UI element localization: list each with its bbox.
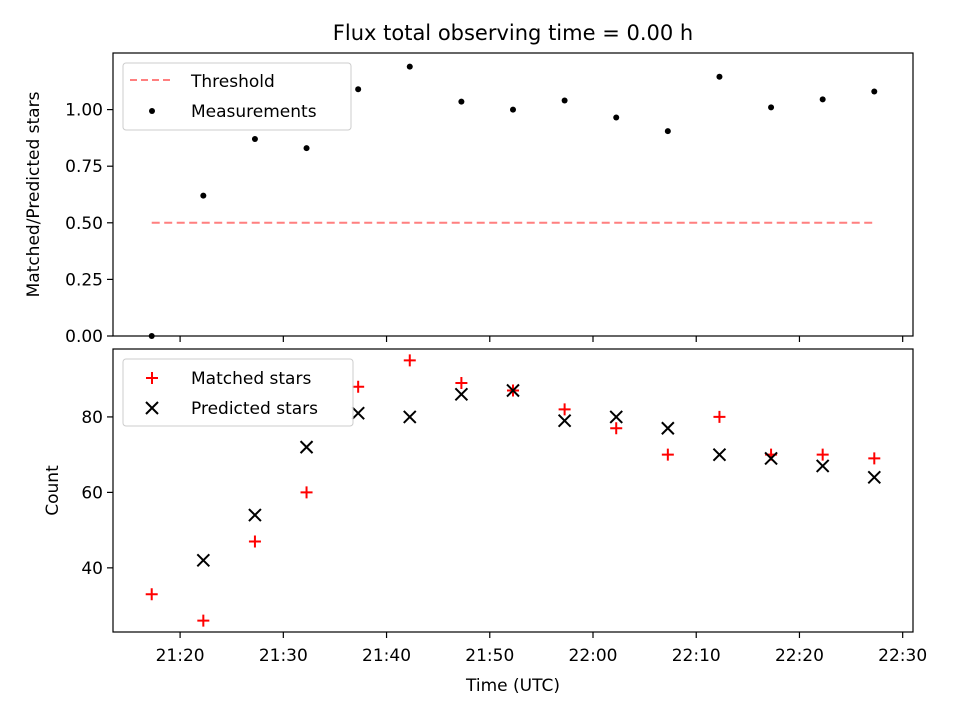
predicted-star-point bbox=[557, 413, 572, 428]
legend-measurements-label: Measurements bbox=[191, 102, 317, 122]
bottom-axes-frame bbox=[112, 348, 914, 633]
top-plot-area bbox=[148, 63, 878, 339]
measurement-point bbox=[768, 104, 775, 111]
bottom-y-tick-label: 80 bbox=[81, 408, 103, 428]
x-tick-label: 22:10 bbox=[672, 646, 721, 666]
x-tick-label: 21:20 bbox=[156, 646, 205, 666]
x-tick-label: 21:40 bbox=[362, 646, 411, 666]
bottom-plot-area bbox=[145, 354, 881, 627]
predicted-star-point bbox=[196, 553, 211, 568]
legend-measurements-swatch bbox=[149, 108, 155, 114]
matched-star-point bbox=[403, 354, 416, 367]
matched-star-point bbox=[455, 376, 468, 389]
x-tick-label: 21:50 bbox=[465, 646, 514, 666]
legend-threshold-label: Threshold bbox=[190, 72, 275, 92]
x-tick-label: 22:30 bbox=[878, 646, 927, 666]
measurement-point bbox=[303, 145, 310, 152]
matched-star-point bbox=[816, 448, 829, 461]
matched-star-point bbox=[713, 410, 726, 423]
x-axis-label: Time (UTC) bbox=[465, 676, 560, 696]
predicted-star-point bbox=[661, 421, 675, 435]
measurement-point bbox=[819, 96, 826, 103]
measurement-point bbox=[871, 88, 878, 95]
matched-star-point bbox=[145, 588, 158, 601]
matched-star-point bbox=[610, 422, 623, 435]
x-tick-label: 22:00 bbox=[569, 646, 618, 666]
predicted-star-point bbox=[764, 451, 778, 466]
top-axes-frame bbox=[112, 52, 914, 337]
measurement-point bbox=[561, 97, 568, 104]
legend-matched-label: Matched stars bbox=[191, 369, 311, 389]
measurement-point bbox=[406, 63, 413, 70]
predicted-star-point bbox=[815, 459, 830, 473]
bottom-y-tick-label: 60 bbox=[81, 483, 103, 503]
top-y-tick-label: 1.00 bbox=[65, 101, 103, 121]
measurement-point bbox=[613, 114, 620, 121]
predicted-star-point bbox=[454, 387, 469, 401]
matched-star-point bbox=[197, 614, 210, 627]
measurement-point bbox=[510, 106, 516, 113]
legend-predicted-label: Predicted stars bbox=[191, 399, 318, 419]
measurement-point bbox=[458, 98, 465, 105]
matched-star-point bbox=[300, 486, 313, 499]
bottom-y-axis-label: Count bbox=[43, 465, 63, 516]
predicted-star-point bbox=[351, 406, 365, 420]
bottom-y-tick-label: 40 bbox=[81, 559, 103, 579]
measurement-point bbox=[716, 73, 723, 80]
top-y-tick-label: 0.25 bbox=[65, 270, 103, 290]
matched-star-point bbox=[352, 380, 365, 393]
chart-title: Flux total observing time = 0.00 h bbox=[333, 21, 693, 45]
measurement-point bbox=[200, 192, 207, 199]
bottom-legend: Matched stars Predicted stars bbox=[122, 358, 354, 427]
top-y-tick-label: 0.00 bbox=[65, 327, 103, 347]
matched-star-point bbox=[868, 452, 881, 465]
x-tick-label: 22:20 bbox=[775, 646, 824, 666]
predicted-star-point bbox=[712, 447, 727, 462]
top-y-tick-label: 0.75 bbox=[65, 157, 103, 177]
predicted-star-point bbox=[248, 508, 262, 522]
top-legend: Threshold Measurements bbox=[122, 62, 352, 131]
measurement-point bbox=[355, 86, 362, 93]
predicted-star-point bbox=[609, 410, 623, 424]
top-y-tick-label: 0.50 bbox=[65, 214, 103, 234]
legend-predicted-swatch bbox=[145, 401, 159, 415]
predicted-star-point bbox=[403, 410, 417, 424]
top-y-axis-label: Matched/Predicted stars bbox=[24, 91, 44, 297]
measurement-point bbox=[664, 128, 671, 135]
matched-star-point bbox=[661, 448, 674, 461]
matched-star-point bbox=[248, 535, 261, 548]
matched-star-point bbox=[558, 403, 571, 416]
predicted-star-point bbox=[867, 470, 881, 485]
x-tick-label: 21:30 bbox=[259, 646, 308, 666]
legend-matched-swatch bbox=[146, 372, 158, 384]
predicted-star-point bbox=[506, 383, 520, 398]
predicted-star-point bbox=[299, 440, 314, 454]
measurement-point bbox=[251, 136, 258, 143]
